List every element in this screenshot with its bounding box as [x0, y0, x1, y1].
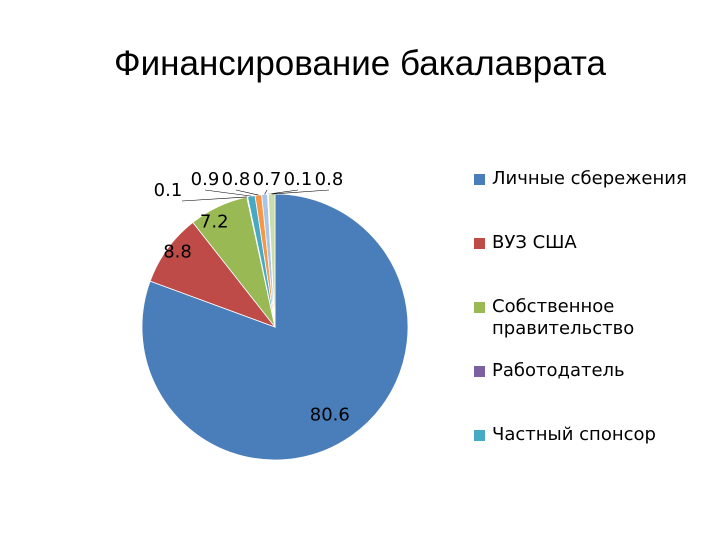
legend-item: Частный спонсор [470, 424, 715, 488]
data-label: 0.1 [154, 180, 183, 201]
data-label: 80.6 [310, 405, 350, 426]
legend-item: Работодатель [470, 360, 715, 424]
leader-line [235, 189, 259, 196]
data-label: 0.9 [191, 169, 220, 190]
leader-line [181, 196, 248, 202]
leader-line [264, 189, 268, 195]
legend-swatch [474, 430, 485, 441]
data-label: 0.1 [284, 169, 313, 190]
legend-label: Работодатель [492, 360, 625, 381]
leader-line [267, 189, 299, 195]
legend-swatch [474, 302, 485, 313]
legend-swatch [474, 366, 485, 377]
legend-swatch [474, 174, 485, 185]
legend-label: Собственное правительство [492, 296, 635, 339]
legend-item: Собственное правительство [470, 296, 715, 360]
data-label: 0.7 [253, 169, 282, 190]
leader-line [204, 189, 252, 197]
legend-label: ВУЗ США [492, 232, 577, 253]
legend-label: Частный спонсор [492, 424, 656, 445]
legend-item: Личные сбережения [470, 168, 715, 232]
legend: Личные сбережения ВУЗ США Собственное прав… [470, 168, 715, 488]
legend-label: Личные сбережения [492, 168, 687, 189]
data-label: 8.8 [163, 242, 192, 263]
leader-line [271, 189, 330, 195]
legend-swatch [474, 238, 485, 249]
legend-item: ВУЗ США [470, 232, 715, 296]
data-label: 7.2 [200, 211, 229, 232]
data-label: 0.8 [222, 169, 251, 190]
data-label: 0.8 [315, 169, 344, 190]
chart-title: Финансирование бакалаврата [114, 44, 606, 83]
